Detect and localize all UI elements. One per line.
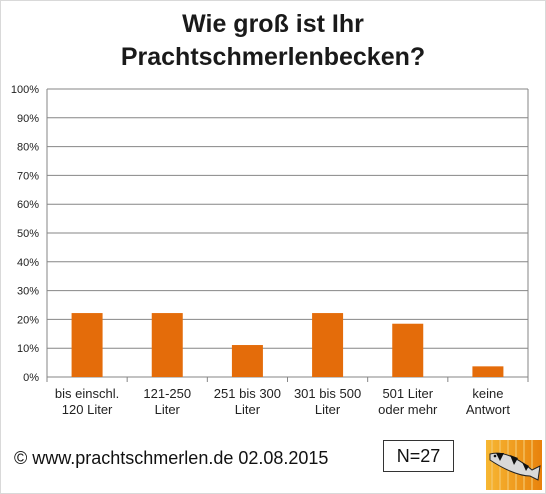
y-tick-label: 40%	[17, 257, 39, 269]
y-tick-label: 70%	[17, 170, 39, 182]
sample-size-badge: N=27	[383, 440, 454, 472]
y-tick-label: 50%	[17, 228, 39, 240]
bar-4	[392, 323, 424, 377]
chart-title-line-1: Wie groß ist Ihr	[182, 10, 364, 38]
copyright-text: © www.prachtschmerlen.de 02.08.2015	[14, 448, 329, 468]
bar-3	[312, 313, 344, 377]
fish-logo-icon	[486, 440, 542, 490]
x-tick-label: Liter	[315, 402, 341, 417]
chart-title-line-2: Prachtschmerlenbecken?	[120, 43, 426, 71]
x-tick-label: 251 bis 300	[214, 386, 281, 401]
y-tick-label: 100%	[11, 84, 39, 96]
x-tick-label: 121-250	[143, 386, 191, 401]
bar-chart: 0% 10% 20% 30% 40% 50% 60% 70% 80% 90% 100% bis ein…	[11, 84, 529, 417]
y-tick-label: 20%	[17, 314, 39, 326]
y-tick-label: 30%	[17, 286, 39, 298]
x-tick-label: Liter	[155, 402, 181, 417]
x-tick-label: Liter	[235, 402, 261, 417]
x-tick-label: bis einschl.	[55, 386, 119, 401]
x-tick-label: keine	[472, 386, 503, 401]
bar-2	[231, 345, 263, 377]
y-tick-label: 10%	[17, 343, 39, 355]
x-tick-label: 301 bis 500	[294, 386, 361, 401]
y-tick-label: 80%	[17, 142, 39, 154]
y-tick-label: 0%	[23, 372, 39, 384]
bar-1	[151, 313, 183, 377]
y-tick-label: 60%	[17, 199, 39, 211]
x-tick-label: 120 Liter	[62, 402, 113, 417]
x-tick-label: oder mehr	[378, 402, 438, 417]
x-tick-label: 501 Liter	[382, 386, 433, 401]
x-tick-label: Antwort	[466, 402, 510, 417]
bar-5	[472, 366, 504, 377]
y-tick-label: 90%	[17, 113, 39, 125]
bar-0	[71, 313, 103, 377]
